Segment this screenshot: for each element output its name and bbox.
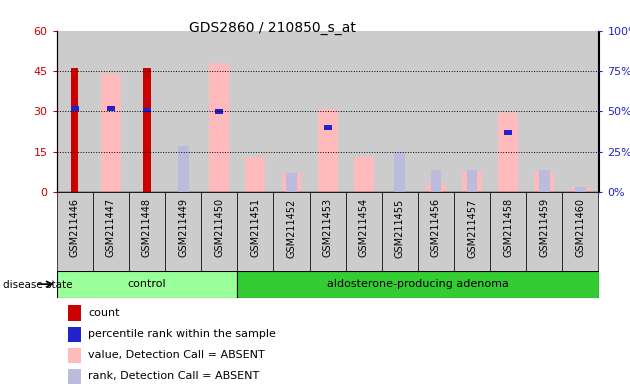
Bar [382, 31, 418, 192]
Text: GSM211450: GSM211450 [214, 198, 224, 257]
Text: GSM211449: GSM211449 [178, 198, 188, 257]
Bar [57, 192, 93, 271]
Bar [67, 369, 81, 384]
Bar [57, 271, 238, 298]
Bar [101, 74, 121, 192]
Bar [238, 192, 273, 271]
Bar [346, 31, 382, 192]
Bar [454, 192, 490, 271]
Bar [526, 31, 563, 192]
Bar [165, 192, 201, 271]
Text: rank, Detection Call = ABSENT: rank, Detection Call = ABSENT [88, 371, 260, 381]
Text: GSM211453: GSM211453 [323, 198, 333, 257]
Bar [215, 109, 223, 114]
Bar [534, 172, 554, 192]
Bar [71, 106, 79, 111]
Bar [318, 109, 338, 192]
Bar [498, 113, 518, 192]
Bar [462, 172, 482, 192]
Text: GSM211456: GSM211456 [431, 198, 441, 257]
Bar [354, 157, 374, 192]
Text: control: control [128, 279, 166, 289]
Bar [454, 31, 490, 192]
Text: GSM211452: GSM211452 [287, 198, 297, 258]
Text: aldosterone-producing adenoma: aldosterone-producing adenoma [327, 279, 509, 289]
Bar [418, 31, 454, 192]
Text: value, Detection Call = ABSENT: value, Detection Call = ABSENT [88, 350, 265, 360]
Bar [201, 31, 238, 192]
Text: percentile rank within the sample: percentile rank within the sample [88, 329, 276, 339]
Bar [67, 305, 81, 321]
Bar [209, 63, 229, 192]
Text: GSM211446: GSM211446 [70, 198, 80, 257]
Text: disease state: disease state [3, 280, 72, 290]
Bar [286, 173, 297, 192]
Bar [93, 192, 129, 271]
Text: GSM211458: GSM211458 [503, 198, 513, 257]
Bar [129, 31, 165, 192]
Bar [490, 31, 526, 192]
Bar [346, 192, 382, 271]
Bar [67, 326, 81, 342]
Text: GSM211459: GSM211459 [539, 198, 549, 257]
Text: GSM211454: GSM211454 [358, 198, 369, 257]
Bar [430, 170, 442, 192]
Bar [93, 31, 129, 192]
Bar [165, 31, 201, 192]
Bar [394, 152, 405, 192]
Bar [178, 146, 188, 192]
Bar [57, 31, 93, 192]
Bar [309, 192, 346, 271]
Bar [426, 184, 446, 192]
Text: GSM211457: GSM211457 [467, 198, 477, 258]
Bar [324, 125, 331, 130]
Bar [382, 192, 418, 271]
Text: GSM211451: GSM211451 [250, 198, 260, 257]
Bar [571, 187, 590, 192]
Bar [273, 31, 309, 192]
Bar [539, 170, 550, 192]
Bar [575, 187, 586, 192]
Text: count: count [88, 308, 120, 318]
Text: GSM211447: GSM211447 [106, 198, 116, 257]
Bar [67, 348, 81, 363]
Bar [238, 31, 273, 192]
Bar [273, 192, 309, 271]
Bar [563, 192, 598, 271]
Text: GSM211448: GSM211448 [142, 198, 152, 257]
Bar [201, 192, 238, 271]
Bar [467, 170, 478, 192]
Bar [490, 192, 526, 271]
Bar [526, 192, 563, 271]
Bar [309, 31, 346, 192]
Bar [238, 271, 598, 298]
Bar [418, 192, 454, 271]
Bar [129, 192, 165, 271]
Bar [144, 68, 151, 192]
Text: GDS2860 / 210850_s_at: GDS2860 / 210850_s_at [189, 21, 356, 35]
Text: GSM211455: GSM211455 [395, 198, 405, 258]
Bar [282, 173, 301, 192]
Bar [143, 108, 151, 113]
Text: GSM211460: GSM211460 [575, 198, 585, 257]
Bar [504, 131, 512, 135]
Bar [563, 31, 598, 192]
Bar [246, 157, 265, 192]
Bar [107, 106, 115, 111]
Bar [71, 68, 78, 192]
